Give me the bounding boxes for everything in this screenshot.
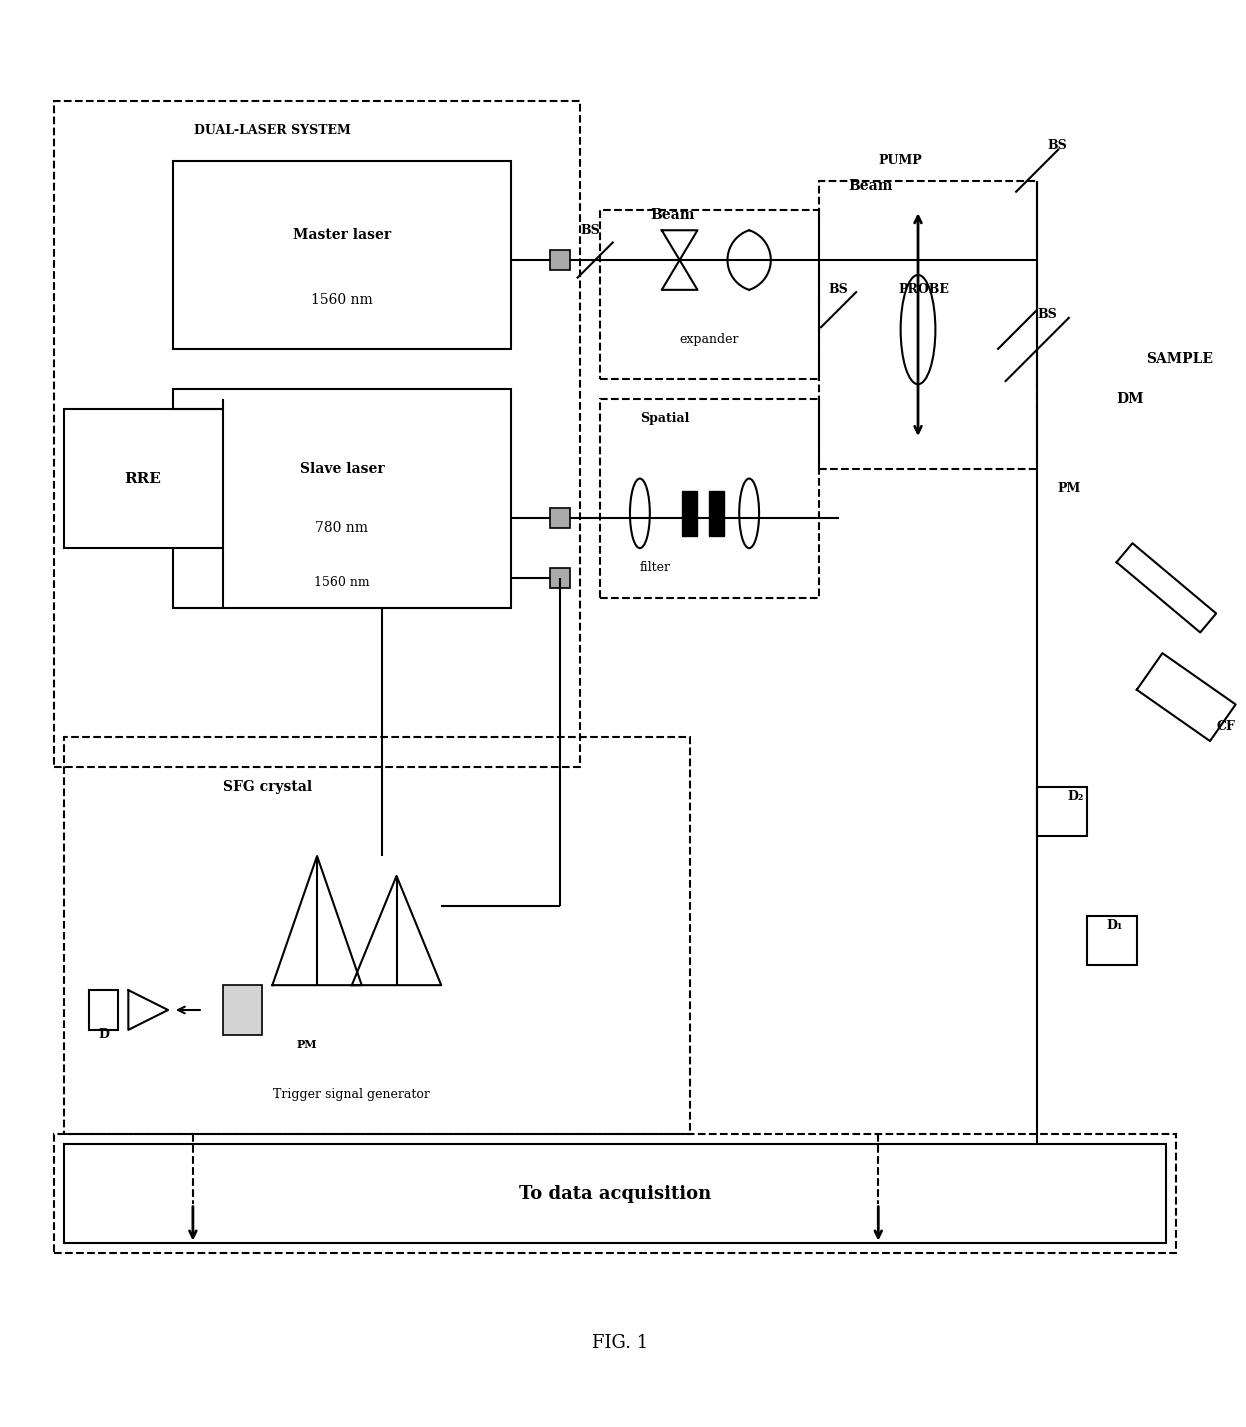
Bar (601, 400, 819, 598)
Text: PROBE: PROBE (898, 284, 949, 297)
Text: Trigger signal generator: Trigger signal generator (273, 1087, 430, 1102)
Text: BS: BS (829, 284, 849, 297)
Text: BS: BS (581, 224, 601, 237)
Bar (551, 508, 571, 528)
Text: CF: CF (1216, 721, 1235, 733)
Bar (819, 181, 1037, 468)
Bar (54, 1134, 1176, 1253)
Bar (64, 410, 223, 548)
Bar (551, 250, 571, 270)
Text: RRE: RRE (125, 471, 162, 485)
Text: filter: filter (640, 561, 670, 575)
Text: D₂: D₂ (1067, 791, 1083, 803)
Polygon shape (273, 856, 361, 985)
Bar (173, 390, 511, 608)
Text: PM: PM (1057, 482, 1080, 495)
Text: Master laser: Master laser (293, 228, 391, 243)
Bar (223, 985, 263, 1035)
Text: PM: PM (297, 1039, 318, 1050)
Text: D₁: D₁ (1106, 919, 1123, 932)
Polygon shape (1116, 544, 1216, 632)
Bar (64, 1144, 1166, 1243)
Text: 1560 nm: 1560 nm (312, 293, 373, 307)
Bar (551, 568, 571, 588)
Bar (54, 101, 581, 766)
Polygon shape (1136, 654, 1236, 741)
Polygon shape (351, 876, 441, 985)
Text: Spatial: Spatial (640, 412, 689, 425)
Text: BS: BS (1037, 308, 1057, 321)
Text: PUMP: PUMP (878, 154, 922, 167)
Text: DM: DM (1116, 392, 1144, 407)
Text: SFG crystal: SFG crystal (223, 779, 312, 793)
Text: To data acquisition: To data acquisition (518, 1184, 711, 1203)
Bar (709, 491, 724, 537)
Text: D: D (98, 1029, 108, 1042)
Text: 1560 nm: 1560 nm (314, 577, 370, 589)
Bar (173, 161, 511, 350)
Bar (601, 210, 819, 380)
Text: expander: expander (679, 332, 739, 345)
Text: FIG. 1: FIG. 1 (592, 1334, 648, 1351)
Text: BS: BS (1047, 140, 1067, 153)
Bar (88, 990, 118, 1030)
Text: SAMPLE: SAMPLE (1146, 352, 1214, 367)
Text: 780 nm: 780 nm (315, 521, 369, 535)
Text: Beam: Beam (849, 178, 893, 193)
Bar (1087, 916, 1136, 965)
Bar (64, 736, 689, 1134)
Text: DUAL-LASER SYSTEM: DUAL-LASER SYSTEM (194, 124, 350, 137)
Text: Beam: Beam (650, 208, 694, 223)
Text: Slave laser: Slave laser (299, 462, 384, 475)
Bar (682, 491, 697, 537)
Polygon shape (128, 990, 168, 1030)
Bar (1037, 786, 1087, 836)
